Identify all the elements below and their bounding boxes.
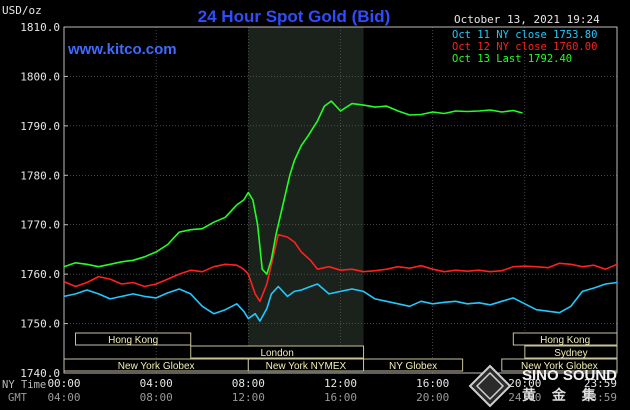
- y-tick-label: 1780.0: [20, 169, 60, 182]
- legend-item-oct12: Oct 12 NY close 1760.00: [452, 41, 597, 53]
- nymex-session-band: [248, 27, 364, 373]
- sino-sound-logo: SINO SOUND 黄 金 集: [468, 364, 617, 408]
- session-box: [512, 332, 618, 346]
- legend-item-oct11: Oct 11 NY close 1753.80: [452, 29, 597, 41]
- series-lines: [63, 100, 618, 322]
- session-box: [524, 345, 618, 359]
- x-tick-label-ny: 08:00: [232, 377, 265, 390]
- y-tick-label: 1810.0: [20, 21, 60, 34]
- y-tick-label: 1760.0: [20, 268, 60, 281]
- session-label: Hong Kong: [108, 335, 158, 346]
- ny-time-caption: NY Time: [2, 379, 46, 391]
- x-tick-label-ny: 00:00: [47, 377, 80, 390]
- x-tick-label-gmt: 12:00: [232, 391, 265, 404]
- session-label: London: [260, 348, 293, 359]
- chart-title: 24 Hour Spot Gold (Bid): [198, 7, 391, 26]
- session-label: New York Globex: [118, 361, 195, 372]
- session-label: NY Globex: [389, 361, 437, 372]
- session-box: [363, 358, 464, 372]
- x-tick-label-ny: 16:00: [416, 377, 449, 390]
- grid: [64, 27, 617, 373]
- x-tick-label-ny: 23:59: [584, 377, 617, 390]
- x-tick-label-gmt: 03:59: [584, 391, 617, 404]
- x-tick-label-gmt: 16:00: [324, 391, 357, 404]
- plot-area: [63, 26, 618, 374]
- unit-label: USD/oz: [2, 4, 42, 17]
- svg-text:SINO SOUND: SINO SOUND: [522, 367, 617, 384]
- session-label: Hong Kong: [540, 335, 590, 346]
- session-box: [190, 345, 365, 359]
- y-tick-label: 1750.0: [20, 318, 60, 331]
- series-line-oct-12: [63, 233, 618, 303]
- session-box: [501, 358, 618, 372]
- legend: Oct 11 NY close 1753.80 Oct 12 NY close …: [452, 29, 597, 65]
- y-tick-label: 1790.0: [20, 120, 60, 133]
- x-tick-label-gmt: 20:00: [416, 391, 449, 404]
- legend-item-oct13: Oct 13 Last 1792.40: [452, 53, 572, 65]
- x-axis: 00:00 04:00 08:00 12:00 16:00 20:00 23:5904:00…: [47, 377, 617, 404]
- x-tick-label-gmt: 08:00: [140, 391, 173, 404]
- trading-sessions: Hong Kong London New York Globex New York N…: [63, 332, 618, 372]
- chart-datetime: October 13, 2021 19:24: [454, 13, 600, 26]
- session-label: New York NYMEX: [266, 361, 347, 372]
- x-tick-label-gmt: 04:00: [47, 391, 80, 404]
- session-box: [75, 332, 192, 346]
- x-tick-label-ny: 12:00: [324, 377, 357, 390]
- session-label: New York Globex: [521, 361, 598, 372]
- x-tick-label-ny: 20:00: [508, 377, 541, 390]
- x-tick-label-gmt: 24:00: [508, 391, 541, 404]
- plot-frame: [63, 26, 618, 374]
- x-tick-label-ny: 04:00: [140, 377, 173, 390]
- y-tick-label: 1740.0: [20, 367, 60, 380]
- svg-text:黄 金 集: 黄 金 集: [522, 387, 602, 403]
- session-label: Sydney: [554, 348, 587, 359]
- y-tick-label: 1770.0: [20, 219, 60, 232]
- series-line-oct-11: [63, 281, 618, 322]
- gmt-caption: GMT: [8, 392, 28, 404]
- y-tick-label: 1800.0: [20, 70, 60, 83]
- series-line-oct-13: [63, 100, 523, 275]
- y-axis: 1810.0 1800.0 1790.0 1780.0 1770.0 1760.0 1750…: [20, 21, 68, 380]
- website-label: www.kitco.com: [67, 41, 177, 58]
